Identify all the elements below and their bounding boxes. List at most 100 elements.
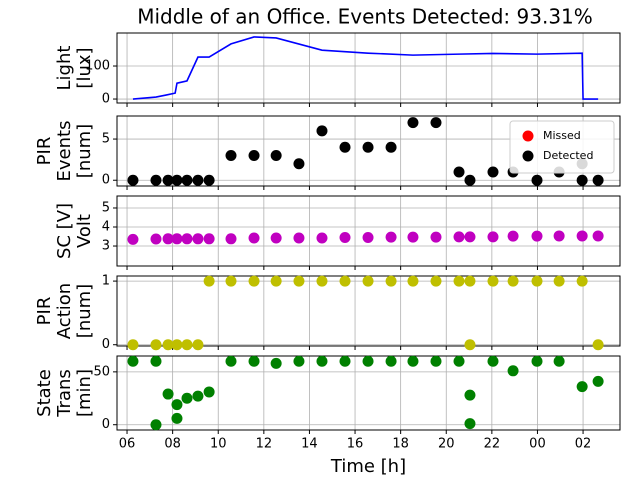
data-point — [339, 231, 351, 243]
data-point — [430, 231, 442, 243]
data-point — [127, 233, 139, 245]
data-point — [339, 275, 351, 287]
data-point — [407, 117, 419, 129]
x-tick-label: 08 — [164, 437, 181, 452]
x-tick-label: 06 — [119, 437, 136, 452]
data-point — [248, 355, 260, 367]
x-tick-label: 22 — [484, 437, 501, 452]
data-point — [339, 355, 351, 367]
y-axis-label: Trans — [54, 369, 75, 418]
data-point — [127, 339, 139, 351]
y-axis-label: SC [V] — [54, 203, 75, 259]
x-tick-label: 14 — [301, 437, 318, 452]
data-point — [362, 275, 374, 287]
y-tick-label: 5 — [102, 132, 110, 147]
data-point — [464, 418, 476, 430]
data-point — [127, 174, 139, 186]
y-tick-label: 0 — [102, 173, 110, 188]
y-axis-label: [num] — [74, 284, 95, 338]
plot-area — [132, 36, 599, 100]
data-point — [181, 339, 193, 351]
y-tick-label: 50 — [93, 364, 110, 379]
data-point — [171, 339, 183, 351]
legend-box — [509, 120, 615, 174]
data-point — [487, 166, 499, 178]
data-point — [162, 174, 174, 186]
x-tick-label: 20 — [438, 437, 455, 452]
data-point — [293, 275, 305, 287]
data-point — [203, 233, 215, 245]
data-point — [507, 275, 519, 287]
data-point — [339, 141, 351, 153]
plot-area — [127, 275, 604, 351]
data-point — [192, 174, 204, 186]
data-point — [464, 389, 476, 401]
data-point — [507, 230, 519, 242]
data-point — [293, 355, 305, 367]
data-point — [385, 141, 397, 153]
y-axis-label: PIR — [34, 137, 55, 166]
data-point — [507, 365, 519, 377]
data-point — [316, 355, 328, 367]
data-point — [203, 386, 215, 398]
x-tick-label: 16 — [347, 437, 364, 452]
y-axis-label: State — [34, 369, 55, 417]
y-tick-label: 0 — [102, 337, 110, 352]
data-point — [203, 174, 215, 186]
data-point — [464, 275, 476, 287]
plot-area — [127, 355, 604, 431]
legend-marker — [522, 150, 534, 162]
data-line — [132, 36, 599, 100]
data-point — [362, 355, 374, 367]
data-point — [316, 125, 328, 137]
data-point — [464, 174, 476, 186]
y-axis-label: PIR — [34, 297, 55, 326]
legend-marker — [522, 130, 534, 142]
data-point — [225, 275, 237, 287]
data-point — [162, 339, 174, 351]
data-point — [248, 275, 260, 287]
data-point — [171, 233, 183, 245]
data-point — [576, 381, 588, 393]
y-axis-label: [num] — [74, 124, 95, 178]
data-point — [553, 355, 565, 367]
data-point — [453, 355, 465, 367]
data-point — [487, 355, 499, 367]
data-point — [192, 390, 204, 402]
data-point — [171, 399, 183, 411]
axes-frame — [116, 32, 621, 104]
figure-title: Middle of an Office. Events Detected: 93… — [137, 5, 593, 29]
legend-label: Detected — [543, 149, 593, 162]
data-point — [171, 174, 183, 186]
axes-frame — [116, 115, 621, 187]
data-point — [531, 230, 543, 242]
data-point — [576, 275, 588, 287]
y-axis-label: Light — [54, 46, 75, 91]
x-tick-label: 02 — [575, 437, 592, 452]
y-tick-label: 0 — [102, 417, 110, 432]
data-point — [316, 275, 328, 287]
data-point — [464, 339, 476, 351]
x-tick-label: 10 — [210, 437, 227, 452]
data-point — [592, 339, 604, 351]
data-point — [270, 150, 282, 162]
data-point — [192, 339, 204, 351]
data-point — [453, 275, 465, 287]
plot-area — [127, 117, 604, 186]
data-point — [248, 232, 260, 244]
data-point — [225, 150, 237, 162]
data-point — [150, 339, 162, 351]
data-point — [150, 355, 162, 367]
data-point — [453, 231, 465, 243]
data-point — [171, 412, 183, 424]
data-point — [270, 275, 282, 287]
x-tick-label: 12 — [256, 437, 273, 452]
data-point — [362, 231, 374, 243]
data-point — [592, 230, 604, 242]
data-point — [487, 231, 499, 243]
data-point — [225, 355, 237, 367]
data-point — [248, 150, 260, 162]
y-tick-label: 100 — [85, 59, 110, 74]
data-point — [270, 232, 282, 244]
